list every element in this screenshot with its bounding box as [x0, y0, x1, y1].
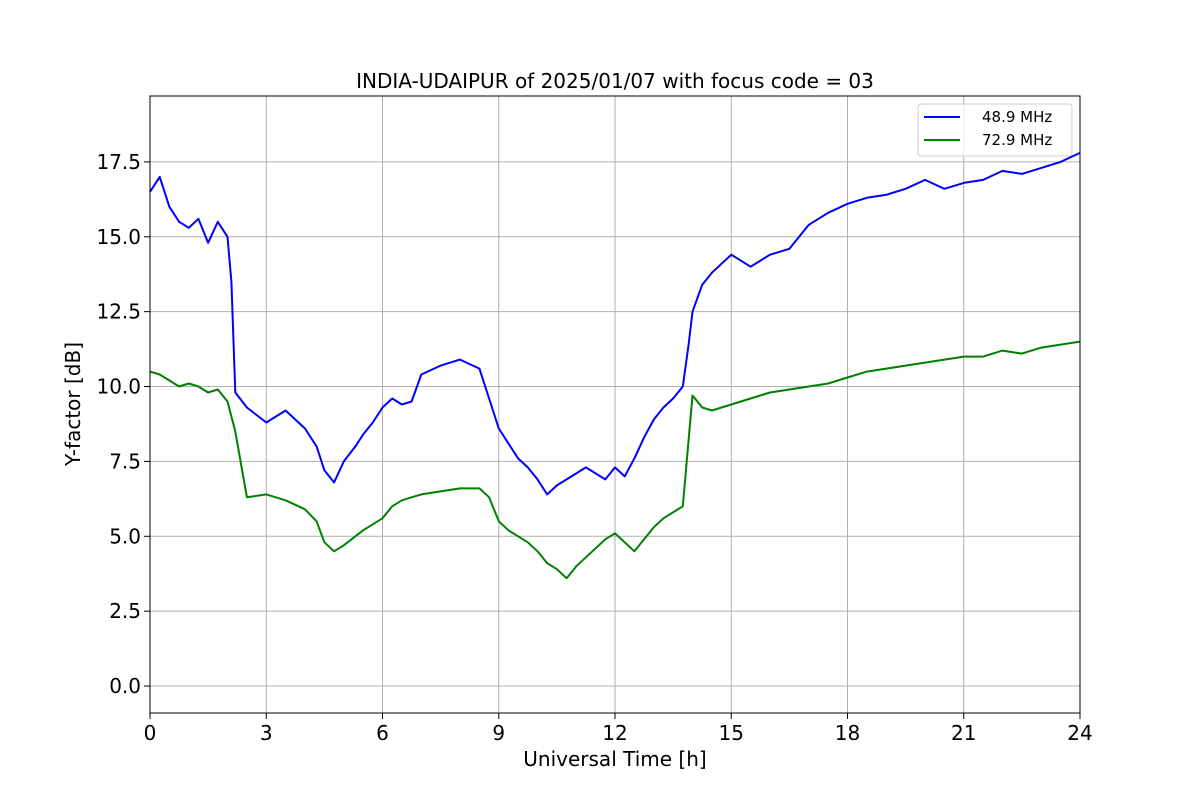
y-tick-label: 7.5 — [109, 449, 141, 473]
y-tick-label: 17.5 — [96, 150, 141, 174]
x-tick-label: 15 — [719, 721, 744, 745]
x-tick-label: 0 — [144, 721, 157, 745]
chart-title: INDIA-UDAIPUR of 2025/01/07 with focus c… — [356, 69, 874, 93]
legend-label-48-9: 48.9 MHz — [982, 108, 1052, 126]
series-group — [149, 151, 1081, 580]
y-tick-label: 0.0 — [109, 674, 141, 698]
x-tick-label: 3 — [260, 721, 273, 745]
legend: 48.9 MHz 72.9 MHz — [917, 103, 1073, 157]
y-axis-title: Y-factor [dB] — [61, 342, 85, 467]
y-tick-label: 12.5 — [96, 300, 141, 324]
x-tick-label: 18 — [835, 721, 860, 745]
y-tick-label: 2.5 — [109, 599, 141, 623]
x-tick-label: 6 — [376, 721, 389, 745]
ticks: 0 3 6 9 12 15 18 21 24 0.0 2.5 5.0 7.5 10.0 12.5 15.0 17… — [96, 150, 1092, 745]
x-tick-label: 12 — [602, 721, 627, 745]
y-tick-label: 10.0 — [96, 375, 141, 399]
x-tick-label: 21 — [951, 721, 976, 745]
legend-label-72-9: 72.9 MHz — [982, 131, 1052, 149]
series-line-48-9-mhz — [149, 151, 1081, 496]
x-axis-title: Universal Time [h] — [523, 747, 706, 771]
x-tick-label: 9 — [492, 721, 505, 745]
x-tick-label: 24 — [1067, 721, 1092, 745]
y-tick-label: 5.0 — [109, 524, 141, 548]
y-tick-label: 15.0 — [96, 225, 141, 249]
series-line-72-9-mhz — [149, 340, 1081, 580]
